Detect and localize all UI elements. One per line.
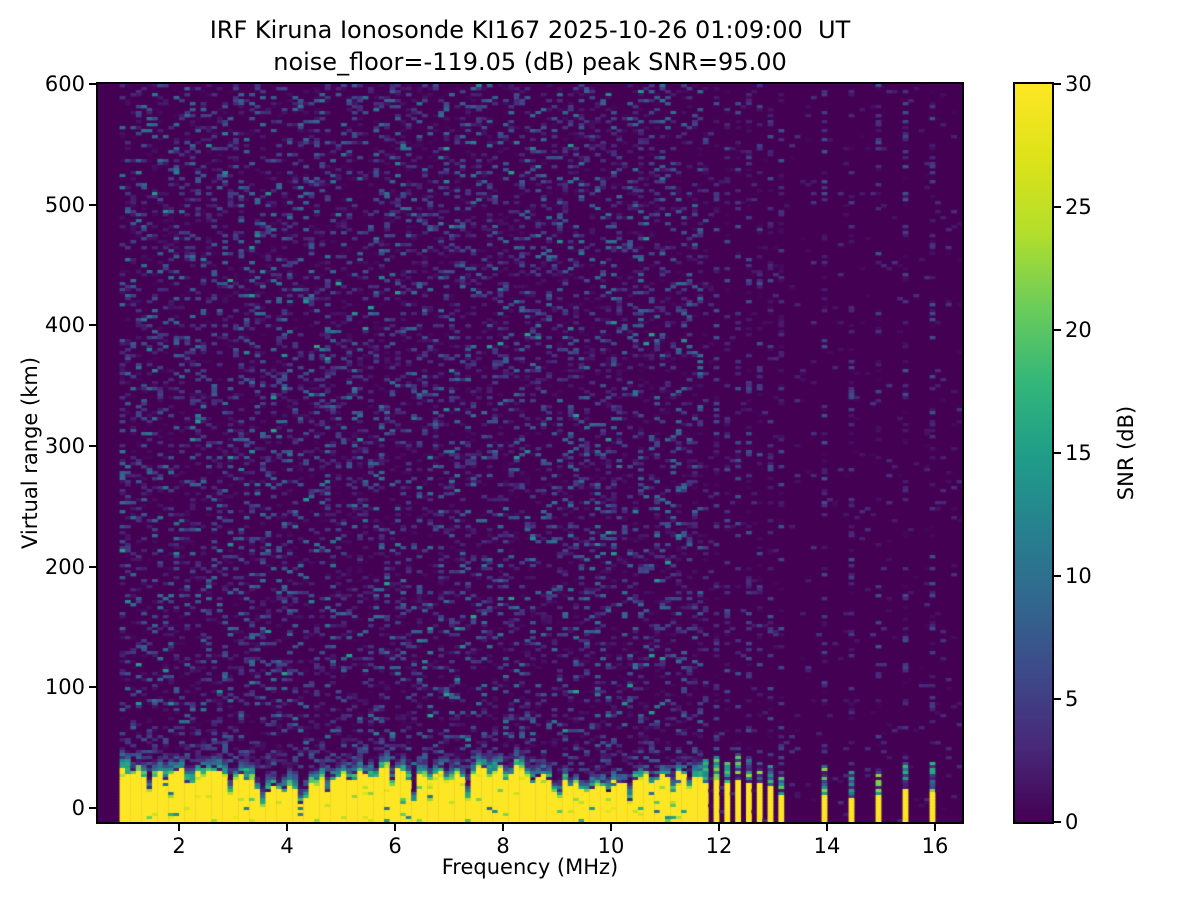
x-tick-mark xyxy=(610,824,612,831)
x-axis-label: Frequency (MHz) xyxy=(441,855,619,879)
colorbar-tick-label: 25 xyxy=(1065,195,1092,219)
y-tick-mark xyxy=(89,807,96,810)
y-tick-label: 0 xyxy=(71,796,85,821)
y-tick-label: 500 xyxy=(44,192,85,217)
x-tick-mark xyxy=(394,824,396,831)
x-tick-label: 12 xyxy=(705,834,733,858)
y-tick-label: 300 xyxy=(44,434,85,459)
figure-title: IRF Kiruna Ionosonde KI167 2025-10-26 01… xyxy=(209,16,851,44)
y-tick-mark xyxy=(89,445,96,448)
y-axis-label: Virtual range (km) xyxy=(18,356,42,550)
figure-subtitle: noise_floor=-119.05 (dB) peak SNR=95.00 xyxy=(273,48,787,76)
x-tick-mark xyxy=(286,824,288,831)
x-tick-label: 16 xyxy=(921,834,949,858)
x-tick-label: 8 xyxy=(496,834,510,858)
x-tick-label: 6 xyxy=(388,834,402,858)
x-tick-mark xyxy=(718,824,720,831)
colorbar-gradient xyxy=(1015,84,1052,822)
y-tick-label: 100 xyxy=(44,675,85,700)
colorbar-tick-label: 20 xyxy=(1065,318,1092,342)
x-tick-label: 10 xyxy=(597,834,625,858)
colorbar-tick-label: 30 xyxy=(1065,72,1092,96)
x-tick-label: 4 xyxy=(280,834,294,858)
x-tick-mark xyxy=(502,824,504,831)
colorbar-tick-label: 15 xyxy=(1065,441,1092,465)
colorbar-tick-mark xyxy=(1054,698,1061,700)
plot-area xyxy=(96,82,964,824)
x-tick-mark xyxy=(178,824,180,831)
y-tick-mark xyxy=(89,83,96,85)
colorbar-tick-label: 10 xyxy=(1065,564,1092,588)
colorbar-tick-mark xyxy=(1054,821,1061,823)
y-tick-mark xyxy=(89,324,96,327)
colorbar-tick-label: 5 xyxy=(1065,687,1079,711)
colorbar xyxy=(1013,82,1054,824)
x-tick-label: 2 xyxy=(172,834,186,858)
colorbar-tick-label: 0 xyxy=(1065,810,1079,834)
colorbar-tick-mark xyxy=(1054,83,1061,85)
y-tick-label: 600 xyxy=(44,72,85,96)
x-tick-label: 14 xyxy=(813,834,841,858)
y-tick-mark xyxy=(89,565,96,568)
ionogram-heatmap xyxy=(98,84,962,822)
colorbar-tick-mark xyxy=(1054,206,1061,208)
y-tick-label: 200 xyxy=(44,554,85,579)
x-tick-mark xyxy=(934,824,936,831)
y-tick-mark xyxy=(89,203,96,206)
y-tick-mark xyxy=(89,686,96,689)
y-tick-label: 400 xyxy=(44,313,85,338)
colorbar-label: SNR (dB) xyxy=(1114,405,1138,501)
colorbar-tick-mark xyxy=(1054,329,1061,331)
x-tick-mark xyxy=(826,824,828,831)
colorbar-tick-mark xyxy=(1054,452,1061,454)
colorbar-tick-mark xyxy=(1054,575,1061,577)
